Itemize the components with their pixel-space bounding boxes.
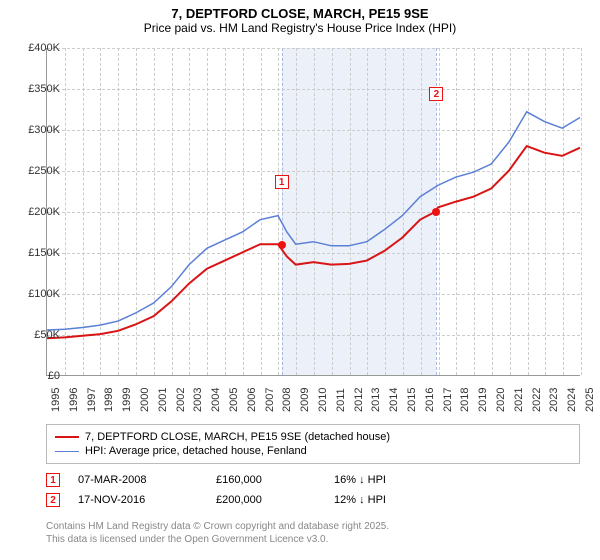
x-axis-label: 2023 [548, 388, 560, 412]
chart-container: 7, DEPTFORD CLOSE, MARCH, PE15 9SE Price… [0, 0, 600, 560]
sale-diff: 12% ↓ HPI [334, 494, 434, 506]
x-axis-label: 2009 [299, 388, 311, 412]
series-hpi [47, 112, 580, 330]
sales-table: 1 07-MAR-2008 £160,000 16% ↓ HPI 2 17-NOV-201… [46, 470, 580, 510]
chart-lines-svg [47, 48, 580, 375]
x-axis-label: 2018 [459, 388, 471, 412]
gridline-v [581, 48, 582, 375]
legend-row: HPI: Average price, detached house, Fenl… [55, 444, 571, 458]
marker-dot-2 [432, 208, 440, 216]
x-axis-label: 2021 [513, 388, 525, 412]
x-axis-label: 1996 [68, 388, 80, 412]
title-line1: 7, DEPTFORD CLOSE, MARCH, PE15 9SE [0, 6, 600, 21]
x-axis-label: 2024 [566, 388, 578, 412]
sale-diff: 16% ↓ HPI [334, 474, 434, 486]
marker-box-2: 2 [429, 87, 443, 101]
footer-line1: Contains HM Land Registry data © Crown c… [46, 520, 580, 533]
x-axis-label: 2015 [406, 388, 418, 412]
x-axis-label: 2003 [192, 388, 204, 412]
x-axis-label: 2014 [388, 388, 400, 412]
x-axis-label: 2001 [157, 388, 169, 412]
y-axis-label: £250K [10, 165, 60, 177]
x-axis-label: 1998 [103, 388, 115, 412]
sale-price: £200,000 [216, 494, 316, 506]
legend-swatch [55, 436, 79, 438]
sale-row: 1 07-MAR-2008 £160,000 16% ↓ HPI [46, 470, 580, 490]
footer-attribution: Contains HM Land Registry data © Crown c… [46, 520, 580, 546]
sale-marker: 2 [46, 493, 60, 507]
y-axis-label: £0 [10, 370, 60, 382]
y-axis-label: £350K [10, 83, 60, 95]
legend-box: 7, DEPTFORD CLOSE, MARCH, PE15 9SE (deta… [46, 424, 580, 464]
legend-label: HPI: Average price, detached house, Fenl… [85, 445, 307, 457]
x-axis-label: 2007 [264, 388, 276, 412]
y-axis-label: £200K [10, 206, 60, 218]
x-axis-label: 1999 [121, 388, 133, 412]
x-axis-label: 2008 [281, 388, 293, 412]
x-axis-label: 2019 [477, 388, 489, 412]
x-axis-label: 2011 [335, 388, 347, 412]
x-axis-label: 2025 [584, 388, 596, 412]
marker-box-1: 1 [275, 175, 289, 189]
y-axis-label: £50K [10, 329, 60, 341]
x-axis-label: 2005 [228, 388, 240, 412]
x-axis-label: 2006 [246, 388, 258, 412]
sale-row: 2 17-NOV-2016 £200,000 12% ↓ HPI [46, 490, 580, 510]
x-axis-label: 2017 [442, 388, 454, 412]
legend-label: 7, DEPTFORD CLOSE, MARCH, PE15 9SE (deta… [85, 431, 390, 443]
x-axis-label: 1997 [86, 388, 98, 412]
marker-dot-1 [278, 241, 286, 249]
title-block: 7, DEPTFORD CLOSE, MARCH, PE15 9SE Price… [0, 0, 600, 37]
sale-date: 07-MAR-2008 [78, 474, 198, 486]
x-axis-label: 2002 [175, 388, 187, 412]
x-axis-label: 2010 [317, 388, 329, 412]
footer-line2: This data is licensed under the Open Gov… [46, 533, 580, 546]
sale-date: 17-NOV-2016 [78, 494, 198, 506]
x-axis-label: 2016 [424, 388, 436, 412]
legend-row: 7, DEPTFORD CLOSE, MARCH, PE15 9SE (deta… [55, 430, 571, 444]
y-axis-label: £300K [10, 124, 60, 136]
y-axis-label: £100K [10, 288, 60, 300]
title-line2: Price paid vs. HM Land Registry's House … [0, 21, 600, 35]
x-axis-label: 2013 [370, 388, 382, 412]
chart-plot-area: 12 [46, 48, 580, 376]
x-axis-label: 2020 [495, 388, 507, 412]
x-axis-label: 1995 [50, 388, 62, 412]
x-axis-label: 2004 [210, 388, 222, 412]
sale-marker: 1 [46, 473, 60, 487]
y-axis-label: £400K [10, 42, 60, 54]
x-axis-label: 2012 [353, 388, 365, 412]
legend-swatch [55, 451, 79, 452]
x-axis-label: 2000 [139, 388, 151, 412]
y-axis-label: £150K [10, 247, 60, 259]
sale-price: £160,000 [216, 474, 316, 486]
x-axis-label: 2022 [531, 388, 543, 412]
